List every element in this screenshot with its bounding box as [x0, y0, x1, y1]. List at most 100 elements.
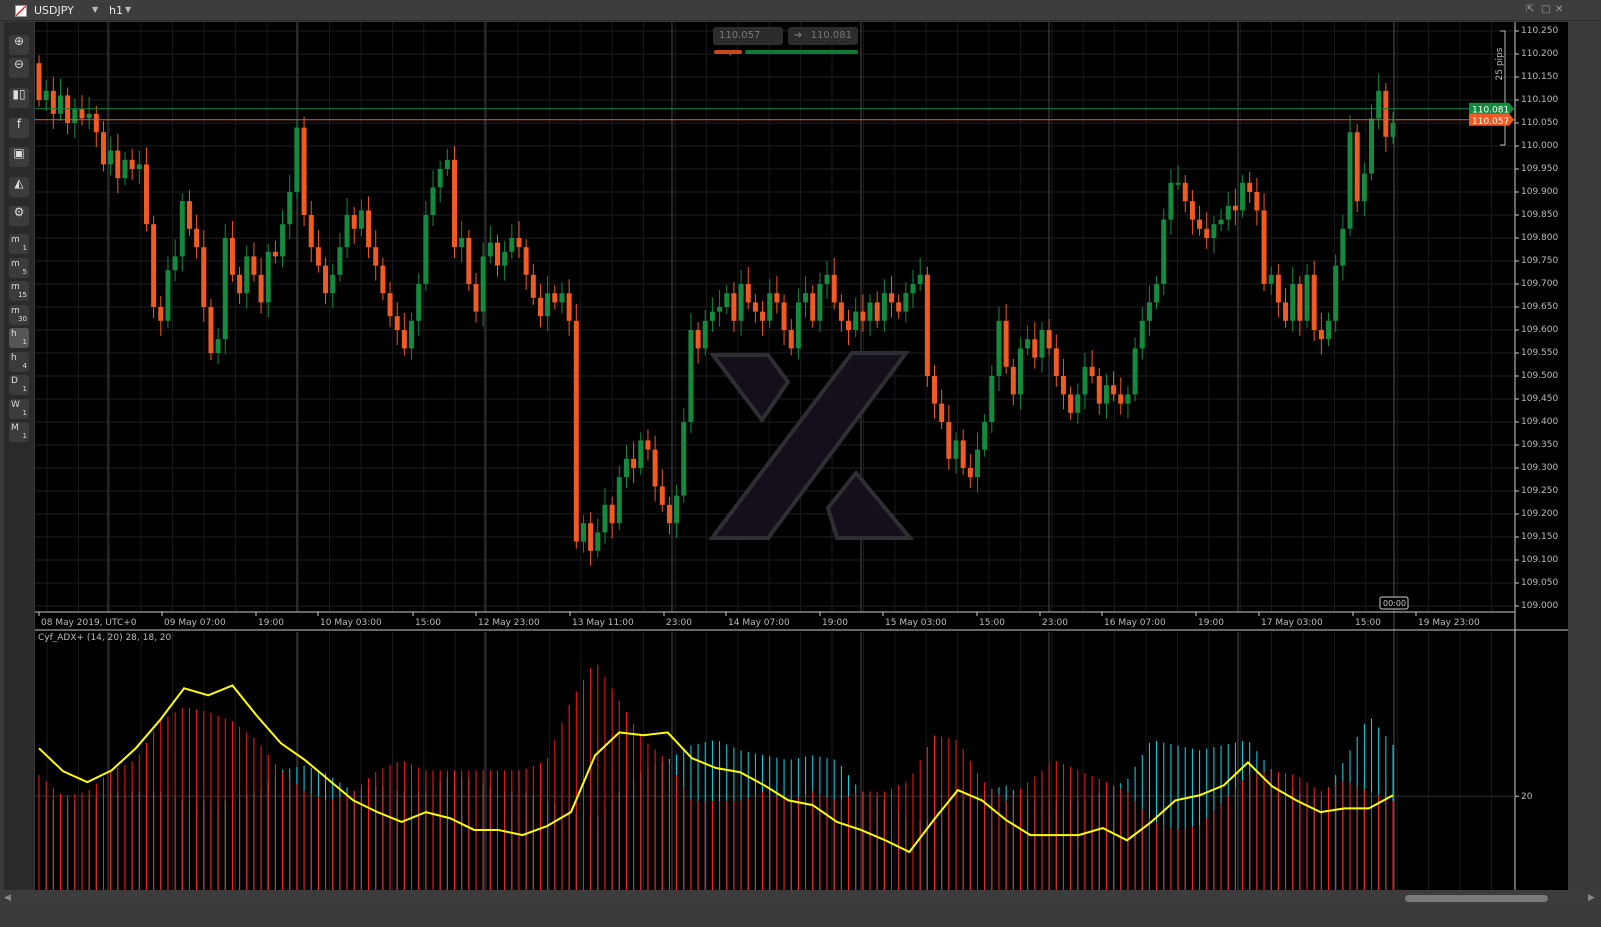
bear-candle — [1261, 210, 1267, 284]
zoom-out-icon[interactable]: ⊖ — [9, 58, 29, 78]
scroll-right-icon[interactable]: ▶ — [1588, 893, 1595, 903]
indicator-title: Cyf_ADX+ (14, 20) 28, 18, 20 — [38, 633, 172, 643]
period-letter: m — [11, 258, 20, 269]
bear-candle — [351, 215, 357, 229]
bull-candle — [1369, 118, 1375, 174]
bear-candle — [1046, 330, 1052, 349]
bull-candle — [459, 238, 465, 248]
bull-candle — [280, 224, 286, 257]
bear-candle — [1089, 366, 1095, 376]
bear-candle — [100, 132, 106, 165]
sell-button[interactable]: 110.057 ➜ — [713, 27, 783, 59]
bear-candle — [1354, 132, 1360, 202]
bear-candle — [631, 458, 637, 468]
price-tick-label: 110.050 — [1521, 118, 1559, 128]
scroll-left-icon[interactable]: ◀ — [4, 893, 11, 903]
bull-candle — [1103, 385, 1109, 404]
timeframe-button-m30[interactable]: m 30 — [9, 304, 29, 325]
bull-candle — [215, 339, 221, 353]
period-number: 1 — [22, 338, 27, 346]
shapes-icon[interactable]: ◭ — [9, 177, 29, 197]
bull-candle — [265, 251, 271, 303]
bear-candle — [523, 247, 529, 275]
detach-icon[interactable]: ⇱ — [1526, 4, 1535, 15]
buy-price: 110.081 — [810, 30, 852, 41]
bear-candle — [1060, 376, 1066, 395]
bear-candle — [1010, 366, 1016, 395]
watermark-shape — [825, 469, 915, 540]
bear-candle — [158, 307, 164, 321]
bull-candle — [122, 159, 128, 179]
bull-candle — [416, 284, 422, 321]
bull-candle — [953, 440, 959, 459]
timeframe-dropdown-icon[interactable]: ▼ — [125, 5, 132, 14]
bull-candle — [974, 449, 980, 478]
bear-candle — [258, 274, 264, 303]
price-tick-label: 109.650 — [1521, 302, 1559, 312]
scrollbar-thumb[interactable] — [1405, 895, 1548, 902]
bear-candle — [1189, 201, 1195, 220]
bull-candle — [330, 274, 336, 294]
time-tick-label: 19:00 — [1198, 618, 1224, 628]
period-letter: W — [11, 399, 20, 410]
bot-icon[interactable]: ▣ — [9, 147, 29, 167]
bull-candle — [1175, 182, 1181, 185]
timeframe-selector[interactable]: h1 — [109, 4, 123, 17]
symbol-selector[interactable]: USDJPY — [34, 4, 74, 17]
bull-candle — [1218, 219, 1224, 225]
bull-candle — [172, 256, 178, 271]
bull-candle — [996, 320, 1002, 376]
time-tick-label: 19:00 — [822, 618, 848, 628]
symbol-dropdown-icon[interactable]: ▼ — [92, 5, 99, 14]
bull-candle — [437, 169, 443, 188]
facebook-icon[interactable]: f — [9, 118, 29, 138]
bull-candle — [595, 532, 601, 551]
bear-candle — [860, 311, 866, 321]
bull-candle — [358, 210, 364, 229]
bear-candle — [1068, 394, 1074, 413]
period-number: 4 — [22, 361, 27, 370]
bear-candle — [566, 293, 572, 321]
bull-candle — [108, 150, 114, 165]
bull-candle — [179, 201, 185, 257]
price-tick-label: 109.950 — [1521, 164, 1559, 174]
pips-range-label: 25 pips — [1495, 47, 1505, 80]
bull-candle — [1146, 302, 1152, 321]
bull-candle — [638, 440, 644, 468]
bear-candle — [788, 330, 794, 349]
chart-settings-icon[interactable]: ⚙ — [9, 206, 29, 226]
bear-candle — [229, 238, 235, 275]
cursor-time-tag — [1379, 596, 1409, 610]
pips-range-bracket — [1500, 30, 1506, 146]
bull-candle — [1268, 274, 1274, 284]
close-icon[interactable]: ✕ — [1555, 4, 1564, 15]
bear-candle — [530, 274, 536, 298]
time-tick-label: 23:00 — [1042, 618, 1068, 628]
chart-type-icon[interactable]: ▮▯ — [9, 88, 29, 108]
timeframe-button-m15[interactable]: m 15 — [9, 281, 29, 301]
bear-candle — [1247, 182, 1253, 192]
period-number: 1 — [22, 408, 27, 417]
bear-candle — [1297, 284, 1303, 321]
chart-area[interactable]: 25 pips 110.081 110.057 08 May 2019, UTC+0 0… — [35, 22, 1568, 890]
bear-candle — [1311, 274, 1317, 330]
bear-candle — [494, 242, 500, 266]
bull-candle — [43, 90, 49, 100]
period-letter: h — [11, 329, 17, 339]
bear-candle — [588, 523, 594, 551]
bull-candle — [430, 187, 436, 215]
buy-button[interactable]: ➜ 110.081 — [788, 27, 858, 45]
maximize-icon[interactable]: □ — [1541, 4, 1551, 15]
bull-candle — [1132, 348, 1138, 395]
bear-candle — [939, 403, 945, 422]
zoom-in-icon[interactable]: ⊕ — [9, 35, 29, 55]
horizontal-scrollbar[interactable]: ◀ ▶ — [0, 890, 1601, 907]
